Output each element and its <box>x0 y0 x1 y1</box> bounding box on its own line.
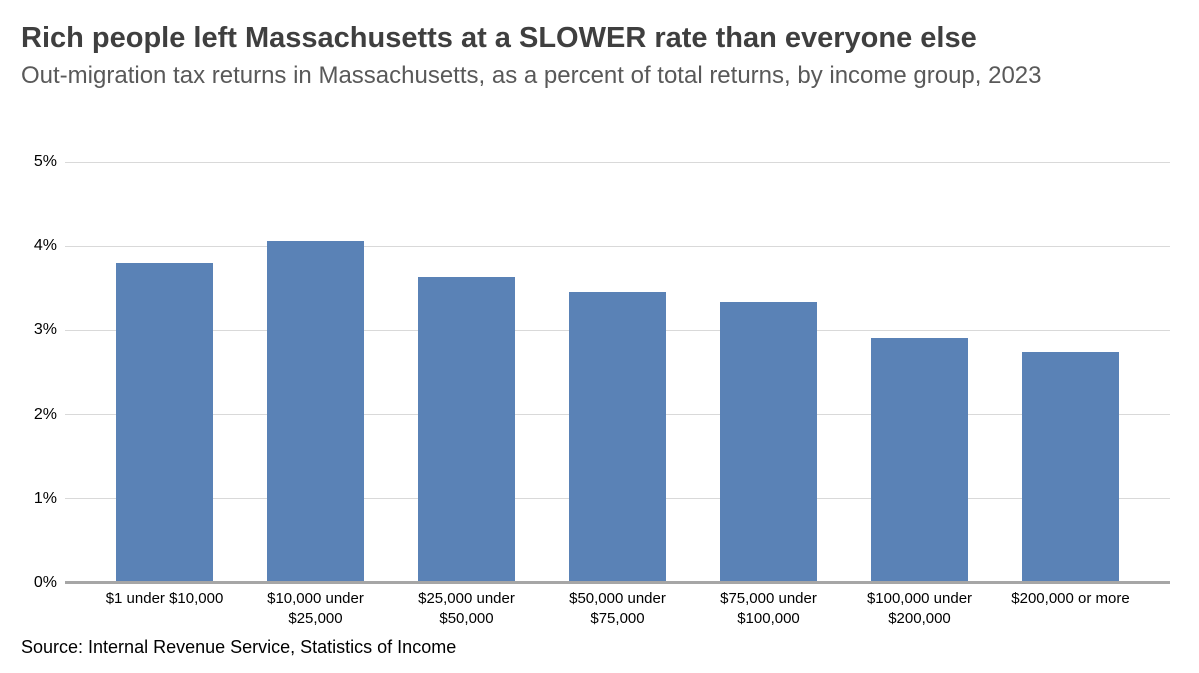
chart-subtitle: Out-migration tax returns in Massachuset… <box>21 62 1042 90</box>
x-tick-label: $1 under $10,000 <box>105 590 224 607</box>
chart-title: Rich people left Massachusetts at a SLOW… <box>21 22 977 54</box>
gridline <box>65 161 1170 163</box>
gridline <box>65 245 1170 247</box>
bar-slot <box>542 162 693 583</box>
bar <box>720 301 817 583</box>
y-tick-label: 4% <box>33 237 57 255</box>
x-tick-label: $100,000 under $200,000 <box>866 590 973 627</box>
y-tick-label: 5% <box>33 153 57 170</box>
bar <box>267 241 364 583</box>
y-tick-label: 3% <box>33 321 57 339</box>
bar-slot <box>693 162 844 583</box>
bar-slot <box>995 162 1146 583</box>
bar <box>871 337 968 583</box>
x-tick-label: $50,000 under $75,000 <box>569 590 666 627</box>
chart-header: Rich people left Massachusetts at a SLOW… <box>21 20 1169 91</box>
bar <box>1022 352 1119 583</box>
y-axis: 0% 1% 2% 3% 4% 5% <box>0 153 57 591</box>
plot-area <box>65 161 1170 584</box>
x-tick-label: $10,000 under $25,000 <box>267 590 364 627</box>
bar-slot <box>391 162 542 583</box>
bars-group <box>89 162 1146 583</box>
y-tick-label: 2% <box>33 405 57 423</box>
y-tick-label: 0% <box>33 574 57 591</box>
bar <box>569 291 666 583</box>
x-axis-line <box>65 581 1170 584</box>
bar <box>116 263 213 583</box>
x-tick-label: $200,000 or more <box>1011 590 1130 607</box>
chart-footer: Source: Internal Revenue Service, Statis… <box>21 637 456 658</box>
y-tick-label: 1% <box>33 489 57 507</box>
x-tick-label: $25,000 under $50,000 <box>418 590 515 627</box>
bar-slot <box>240 162 391 583</box>
bar-slot <box>844 162 995 583</box>
x-tick-label: $75,000 under $100,000 <box>720 590 817 627</box>
bar <box>418 277 515 583</box>
bar-slot <box>89 162 240 583</box>
source-note: Source: Internal Revenue Service, Statis… <box>21 637 457 657</box>
x-axis: $1 under $10,000 $10,000 under $25,000 $25… <box>89 589 1146 628</box>
